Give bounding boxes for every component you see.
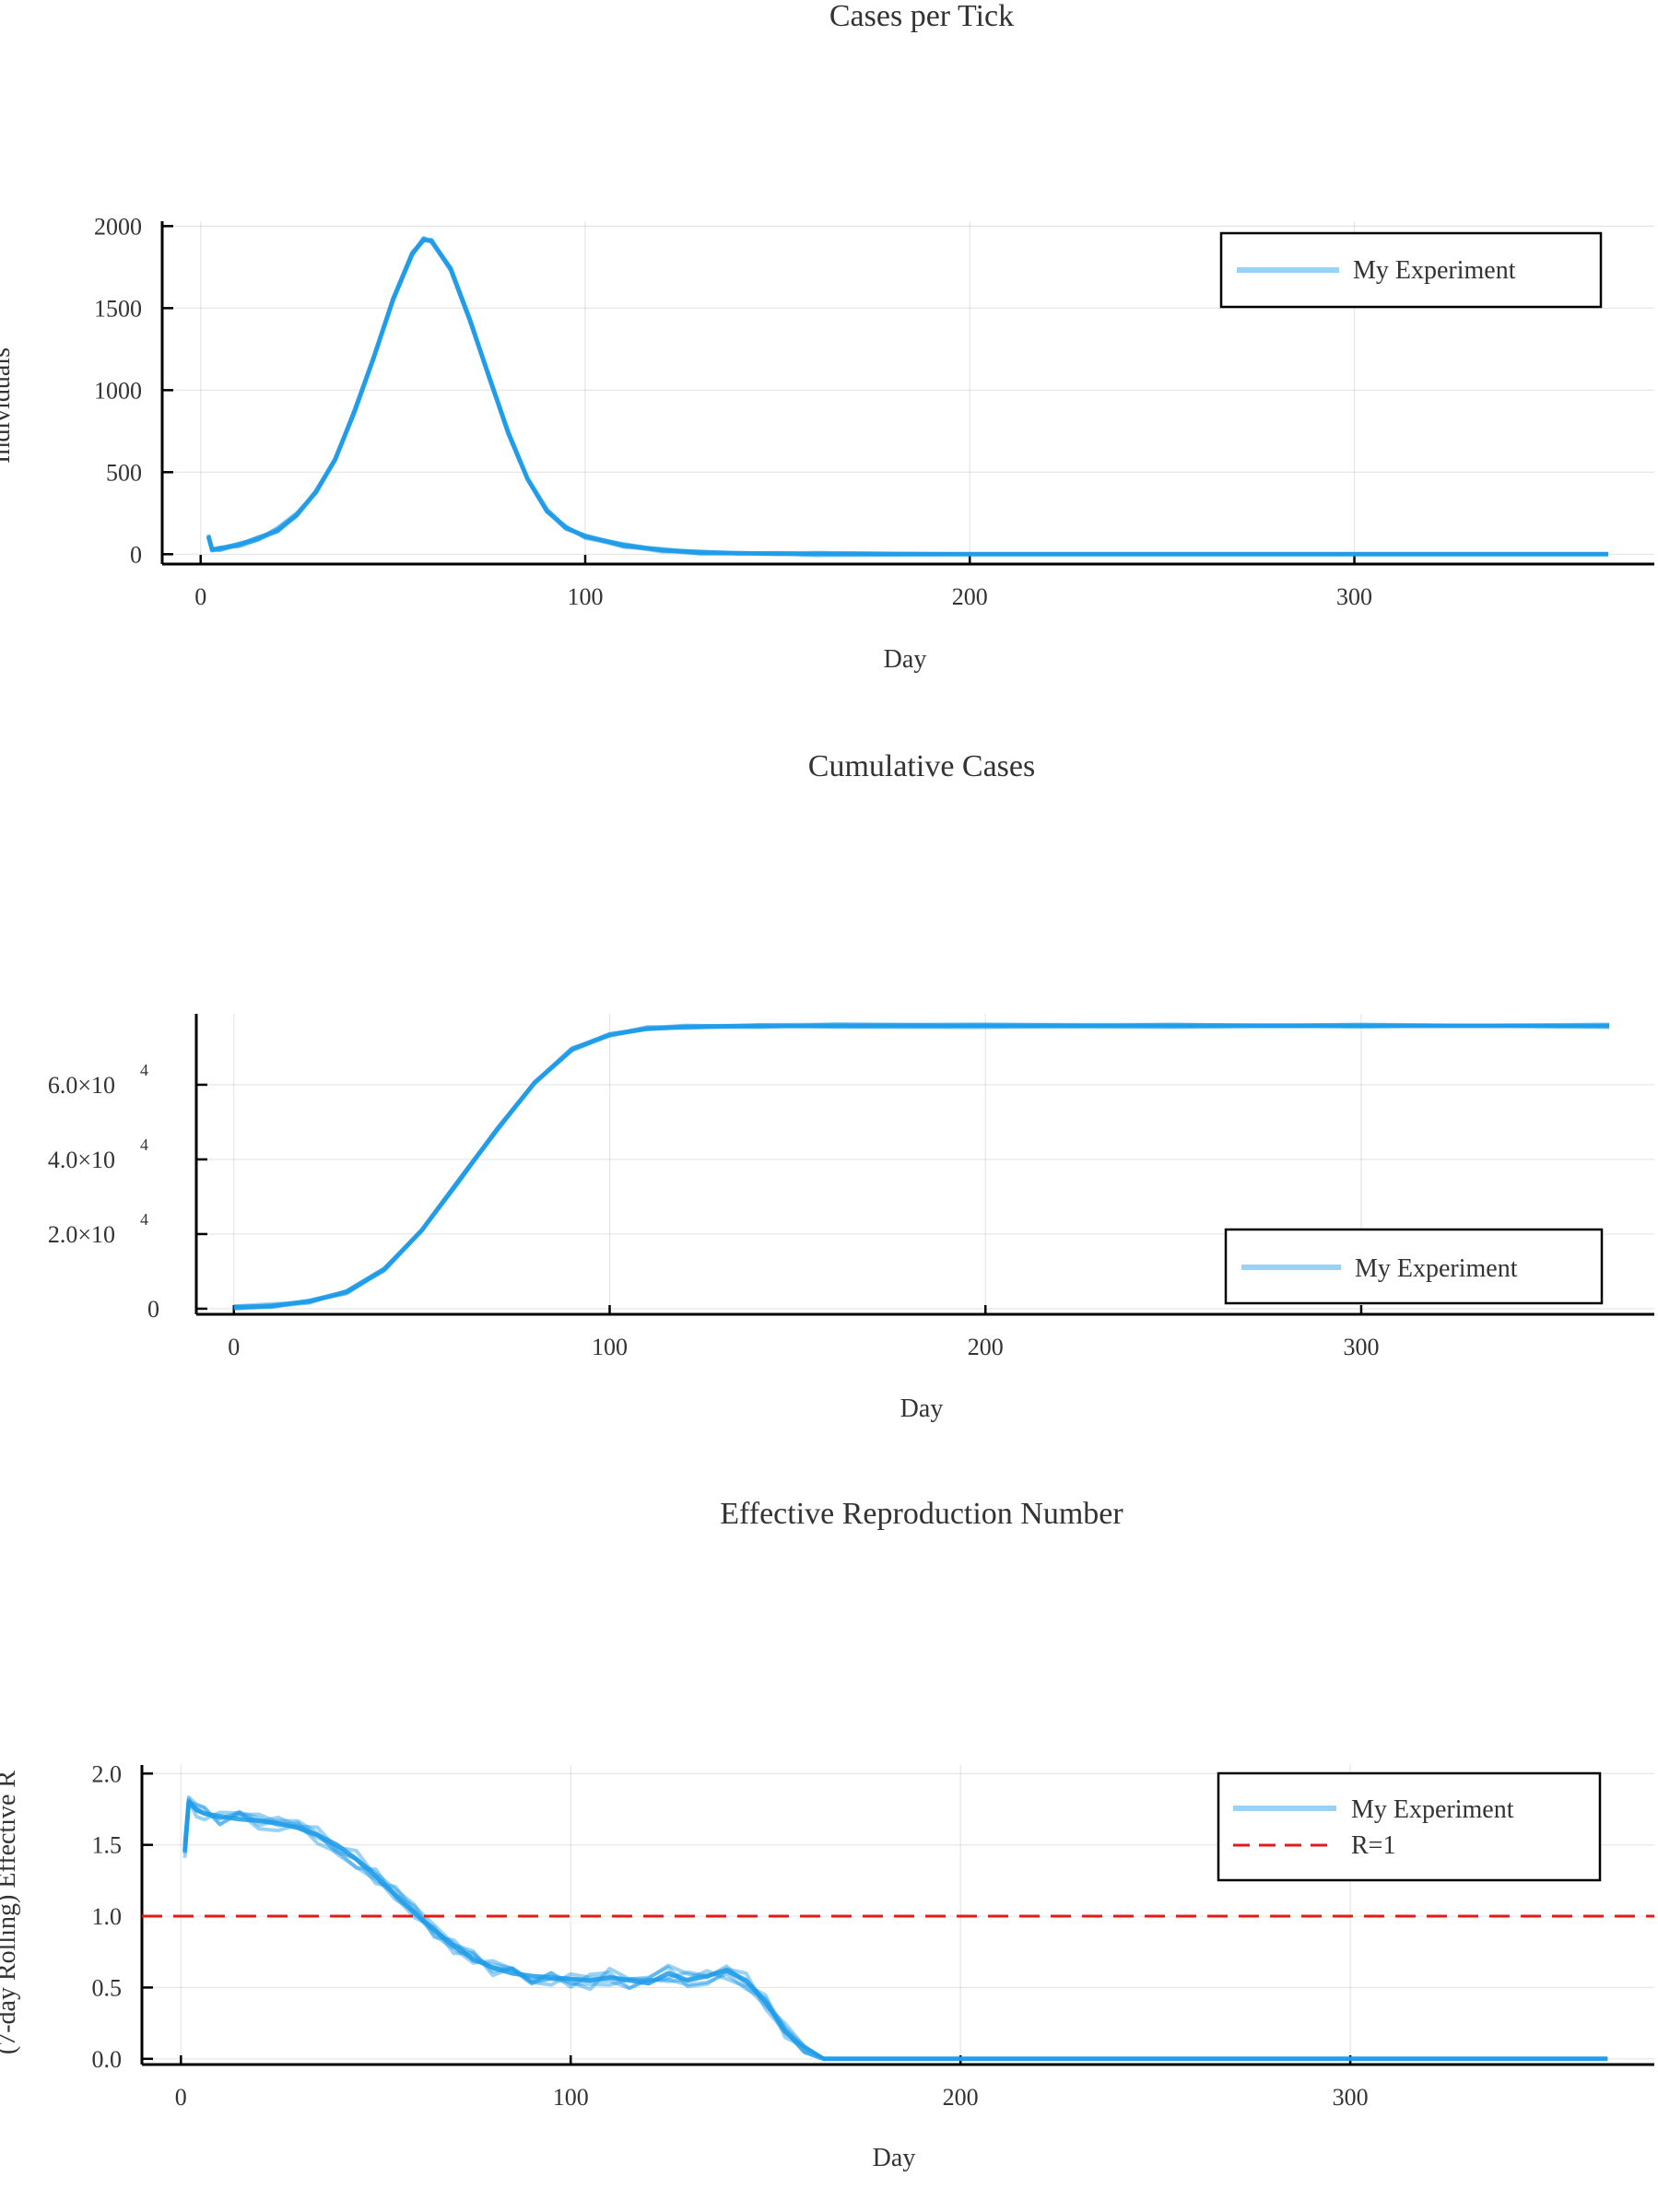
x-tick-label: 100: [567, 583, 603, 610]
y-tick-exponent: 4: [140, 1135, 148, 1154]
series-line: [206, 237, 1608, 557]
x-tick-label: 0: [175, 2084, 187, 2111]
legend-box: [1219, 231, 1603, 309]
y-tick-label: 1500: [94, 295, 142, 322]
y-tick-label: 6.0×10: [48, 1072, 115, 1099]
series-line-replicate: [182, 1798, 1608, 2061]
x-tick-label: 200: [968, 1334, 1004, 1360]
legend: My Experiment: [1219, 231, 1603, 309]
axes: [160, 221, 1654, 566]
legend-box: [1224, 1228, 1604, 1305]
y-tick-label: 2.0: [92, 1760, 123, 1787]
y-tick-label: 0: [147, 1296, 159, 1323]
x-tick-label: 0: [228, 1334, 240, 1360]
x-tick-label: 100: [592, 1334, 628, 1360]
legend-label-reference: R=1: [1351, 1831, 1395, 1860]
x-axis-label: Day: [900, 1394, 944, 1423]
x-tick-label: 300: [1343, 1334, 1379, 1360]
y-tick-label: 0.5: [92, 1974, 123, 2001]
legend-label: My Experiment: [1351, 1795, 1514, 1824]
series-line-replicate: [182, 1800, 1608, 2061]
y-tick-label: 2.0×10: [48, 1221, 115, 1248]
y-axis-label: Individuals: [0, 347, 16, 464]
y-tick-label: 500: [106, 459, 142, 486]
y-ticks: 0 500 1000 1500 2000: [94, 213, 173, 568]
y-tick-label: 0.0: [92, 2046, 123, 2073]
y-ticks: 0 2.0×10 4 4.0×10 4 6.0×10 4: [48, 1061, 207, 1323]
series-group: [206, 235, 1608, 558]
series-line: [233, 1023, 1610, 1311]
y-tick-label: 0: [130, 541, 142, 568]
y-tick-label: 2000: [94, 213, 142, 240]
x-ticks: 0 100 200 300: [228, 1305, 1379, 1360]
x-ticks: 0 100 200 300: [175, 2055, 1369, 2111]
series-line: [182, 1799, 1608, 2062]
x-tick-label: 200: [943, 2084, 979, 2111]
x-tick-label: 200: [952, 583, 988, 610]
legend-label: My Experiment: [1355, 1254, 1518, 1283]
panel-effective-r: Effective Reproduction Number 0 100 200 300…: [0, 1497, 1654, 2172]
axes: [194, 1014, 1654, 1316]
y-tick-exponent: 4: [140, 1210, 148, 1229]
chart-title: Effective Reproduction Number: [720, 1497, 1123, 1531]
y-tick-label: 1.0: [92, 1903, 123, 1930]
legend: My Experiment: [1224, 1228, 1604, 1305]
y-tick-exponent: 4: [140, 1061, 148, 1079]
x-tick-label: 100: [553, 2084, 589, 2111]
y-tick-label: 1000: [94, 377, 142, 404]
x-tick-label: 300: [1333, 2084, 1369, 2111]
series-group: [142, 1794, 1654, 2062]
y-axis-label: (7-day Rolling) Effective R: [0, 1771, 21, 2055]
chart-title: Cases per Tick: [829, 0, 1014, 33]
x-ticks: 0 100 200 300: [194, 555, 1372, 610]
x-tick-label: 300: [1336, 583, 1372, 610]
panel-cases-per-tick: Cases per Tick 0 100 200 300 0 500 1000 1500 20…: [0, 0, 1654, 674]
grid: [162, 221, 1654, 564]
legend: My Experiment R=1: [1217, 1771, 1602, 1882]
y-ticks: 0.0 0.5 1.0 1.5 2.0: [92, 1760, 153, 2073]
panel-cumulative-cases: Cumulative Cases 0 100 200 300 0 2.0×10 4 4.0×…: [48, 749, 1654, 1423]
series-group: [233, 1022, 1610, 1312]
chart-title: Cumulative Cases: [808, 749, 1035, 783]
legend-box: [1217, 1771, 1602, 1882]
x-axis-label: Day: [873, 2144, 916, 2172]
x-tick-label: 0: [194, 583, 206, 610]
y-tick-label: 4.0×10: [48, 1147, 115, 1173]
x-axis-label: Day: [884, 645, 927, 674]
legend-label: My Experiment: [1353, 256, 1516, 285]
y-tick-label: 1.5: [92, 1832, 123, 1859]
